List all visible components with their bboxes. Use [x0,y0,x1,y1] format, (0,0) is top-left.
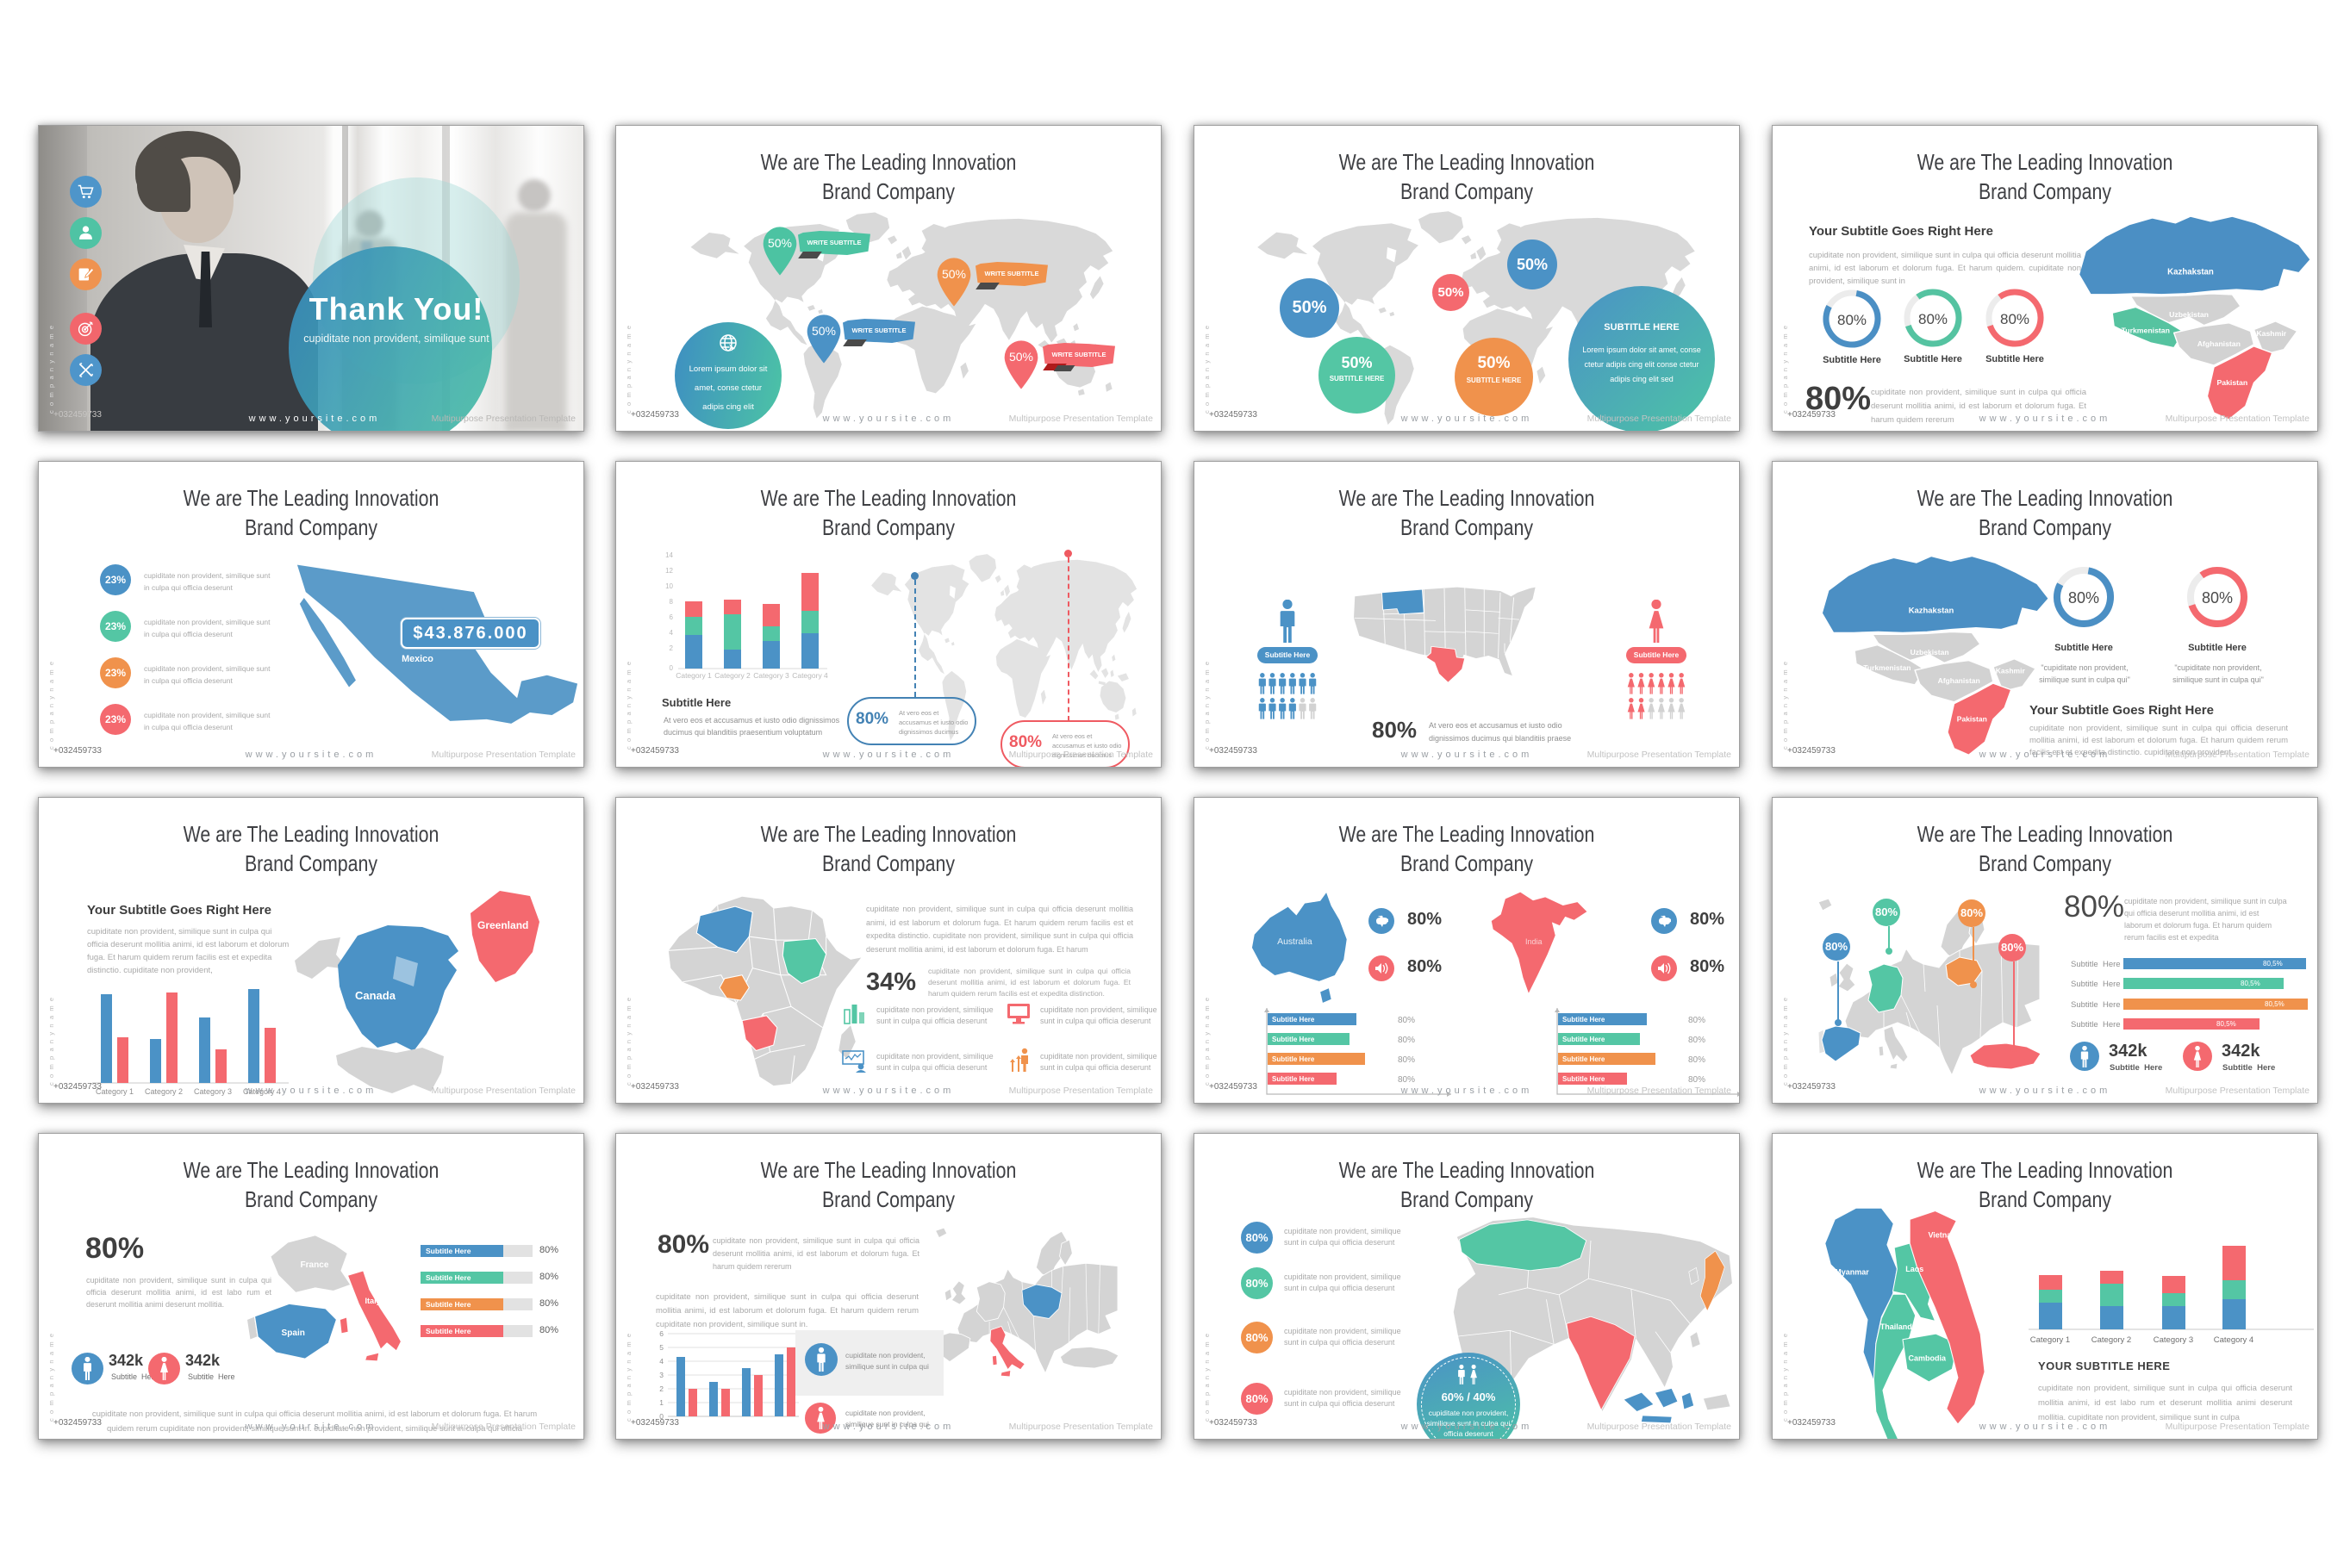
svg-text:Australia: Australia [1277,937,1312,947]
svg-text:Category 3: Category 3 [753,671,789,680]
svg-text:Turkmenistan: Turkmenistan [1863,663,1911,672]
svg-text:3: 3 [659,1371,664,1379]
svg-text:8: 8 [670,598,674,606]
svg-text:14: 14 [665,551,673,559]
svg-text:Cambodia: Cambodia [1909,1353,1948,1362]
svg-text:Kashmir: Kashmir [2256,329,2286,338]
svg-text:80%: 80% [1398,1055,1415,1065]
svg-text:80%: 80% [1398,1036,1415,1045]
svg-text:Category 4: Category 4 [243,1087,281,1096]
svg-text:India: India [1525,937,1543,946]
svg-text:80%: 80% [1398,1016,1415,1025]
svg-text:Afghanistan: Afghanistan [2197,339,2241,348]
svg-text:Mexico: Mexico [402,654,433,664]
svg-text:Kashmir: Kashmir [1996,667,2026,675]
svg-text:Category 4: Category 4 [792,671,828,680]
svg-text:Spain: Spain [282,1328,305,1338]
svg-text:Category 2: Category 2 [2091,1335,2131,1345]
svg-text:80%: 80% [1688,1036,1705,1045]
svg-text:Uzbekistan: Uzbekistan [2169,310,2209,319]
svg-text:Subtitle Here: Subtitle Here [1562,1055,1605,1063]
svg-text:Subtitle Here: Subtitle Here [1562,1036,1605,1043]
svg-text:12: 12 [665,567,673,575]
svg-text:Category 4: Category 4 [2214,1335,2253,1345]
svg-text:Subtitle Here: Subtitle Here [1272,1036,1315,1043]
svg-text:80%: 80% [1688,1075,1705,1085]
svg-text:Kazhakstan: Kazhakstan [1909,607,1954,616]
svg-text:Thailand: Thailand [1880,1322,1912,1331]
svg-text:Category 2: Category 2 [714,671,751,680]
svg-text:France: France [300,1260,328,1270]
svg-text:Subtitle Here: Subtitle Here [1272,1075,1315,1083]
svg-text:6: 6 [659,1329,664,1338]
svg-text:6: 6 [670,613,674,621]
svg-text:1: 1 [659,1398,664,1407]
svg-text:80%: 80% [1688,1055,1705,1065]
svg-text:Subtitle Here: Subtitle Here [1272,1016,1315,1024]
svg-text:Canada: Canada [355,989,396,1002]
svg-text:Category 1: Category 1 [676,671,712,680]
svg-text:80%: 80% [1398,1075,1415,1085]
svg-text:Uzbekistan: Uzbekistan [1911,648,1949,656]
svg-text:Category 1: Category 1 [96,1087,134,1096]
svg-text:4: 4 [670,629,674,637]
svg-text:5: 5 [659,1343,664,1352]
svg-text:Category 3: Category 3 [194,1087,232,1096]
svg-text:2: 2 [670,644,674,652]
svg-text:0: 0 [659,1412,664,1421]
svg-text:Pakistan: Pakistan [2216,378,2247,387]
svg-text:Afghanistan: Afghanistan [1938,676,1980,685]
svg-text:Italy: Italy [365,1297,381,1305]
svg-text:Pakistan: Pakistan [1957,715,1987,724]
svg-text:0: 0 [670,664,674,672]
svg-text:2: 2 [659,1384,664,1393]
svg-text:Turkmenistan: Turkmenistan [2122,326,2170,334]
svg-text:Kazhakstan: Kazhakstan [2167,268,2214,277]
svg-text:Laos: Laos [1905,1265,1923,1273]
svg-text:4: 4 [659,1357,664,1366]
svg-text:Vietnam: Vietnam [1928,1231,1958,1240]
svg-text:80%: 80% [1688,1016,1705,1025]
svg-text:10: 10 [665,582,673,590]
svg-text:Category 2: Category 2 [145,1087,183,1096]
svg-text:Myanmar: Myanmar [1835,1267,1869,1276]
svg-text:Category 1: Category 1 [2030,1335,2070,1345]
svg-text:Subtitle Here: Subtitle Here [1272,1055,1315,1063]
svg-text:Subtitle Here: Subtitle Here [1562,1075,1605,1083]
svg-text:Greenland: Greenland [477,919,528,931]
svg-text:Subtitle Here: Subtitle Here [1562,1016,1605,1024]
svg-text:Category 3: Category 3 [2154,1335,2193,1345]
